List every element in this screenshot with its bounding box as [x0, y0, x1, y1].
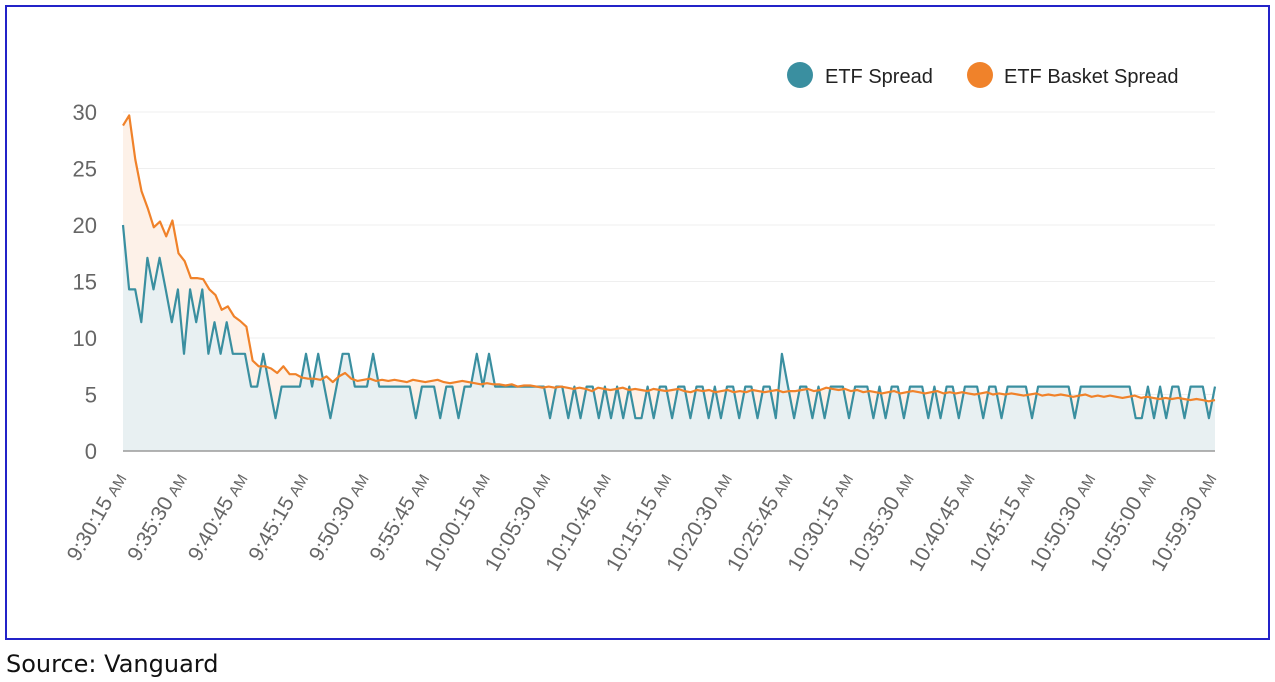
x-tick-time: 10:10:45 [541, 493, 602, 575]
x-tick-time: 10:15:15 [602, 493, 663, 575]
x-tick-time: 9:40:45 [184, 493, 239, 565]
x-tick-suffix: AM [407, 472, 433, 500]
chart-frame [5, 5, 1270, 640]
legend-item-etf-basket-spread[interactable]: ETF Basket Spread [967, 62, 1179, 88]
y-tick-label: 20 [73, 213, 97, 238]
x-tick-suffix: AM [468, 472, 494, 500]
legend-marker-etf-spread [787, 62, 813, 88]
y-tick-label: 10 [73, 326, 97, 351]
line-etf-basket-spread [122, 114, 1216, 403]
x-tick-time: 9:50:30 [305, 493, 360, 565]
source-note: Source: Vanguard [6, 650, 219, 678]
y-tick-label: 25 [73, 157, 97, 182]
x-tick-suffix: AM [952, 472, 978, 500]
x-tick-time: 10:55:00 [1086, 493, 1147, 575]
x-tick-suffix: AM [1073, 472, 1099, 500]
x-tick-suffix: AM [347, 472, 373, 500]
area-etf-spread [123, 225, 1215, 451]
y-tick-label: 5 [85, 383, 97, 408]
x-tick-suffix: AM [649, 472, 675, 500]
x-tick-time: 10:00:15 [420, 493, 481, 575]
x-tick-suffix: AM [771, 472, 797, 500]
x-tick-time: 10:05:30 [481, 493, 542, 575]
legend-marker-etf-basket-spread [967, 62, 993, 88]
legend-item-etf-spread[interactable]: ETF Spread [787, 62, 933, 88]
x-tick-suffix: AM [286, 472, 312, 500]
x-tick-label: 9:40:45AM [184, 469, 253, 565]
x-tick-label: 9:55:45AM [365, 469, 434, 565]
x-tick-time: 9:35:30 [123, 493, 178, 565]
x-tick-time: 10:35:30 [844, 493, 905, 575]
x-tick-suffix: AM [104, 472, 130, 500]
line-etf-spread [121, 224, 1217, 420]
x-tick-time: 9:45:15 [244, 493, 299, 565]
x-tick-label: 9:50:30AM [305, 469, 374, 565]
x-tick-time: 10:25:45 [723, 493, 784, 575]
x-tick-suffix: AM [1134, 472, 1160, 500]
x-tick-time: 9:55:45 [365, 493, 420, 565]
y-axis-ticks: 0 5 10 15 20 25 30 [73, 100, 97, 464]
y-tick-label: 30 [73, 100, 97, 125]
x-tick-suffix: AM [1013, 472, 1039, 500]
area-fills [123, 115, 1215, 452]
x-tick-time: 10:45:15 [965, 493, 1026, 575]
x-tick-time: 10:59:30 [1147, 493, 1208, 575]
x-axis-ticks: 9:30:15AM9:35:30AM9:40:45AM9:45:15AM9:50… [63, 469, 1222, 576]
legend-label-etf-spread: ETF Spread [825, 66, 933, 88]
x-tick-time: 10:50:30 [1026, 493, 1087, 575]
x-tick-label: 9:45:15AM [244, 469, 313, 565]
x-tick-suffix: AM [892, 472, 918, 500]
legend: ETF Spread ETF Basket Spread [787, 62, 1179, 88]
x-tick-suffix: AM [528, 472, 554, 500]
y-tick-label: 0 [85, 439, 97, 464]
legend-label-etf-basket-spread: ETF Basket Spread [1004, 66, 1179, 88]
x-tick-time: 10:20:30 [662, 493, 723, 575]
x-tick-time: 10:40:45 [905, 493, 966, 575]
x-tick-suffix: AM [165, 472, 191, 500]
x-tick-suffix: AM [1194, 472, 1220, 500]
x-tick-label: 9:30:15AM [63, 469, 132, 565]
x-tick-time: 10:30:15 [783, 493, 844, 575]
x-tick-suffix: AM [589, 472, 615, 500]
x-tick-suffix: AM [831, 472, 857, 500]
x-tick-suffix: AM [226, 472, 252, 500]
gridlines [123, 111, 1215, 395]
x-tick-suffix: AM [710, 472, 736, 500]
y-tick-label: 15 [73, 270, 97, 295]
x-tick-label: 9:35:30AM [123, 469, 192, 565]
series-lines [121, 114, 1217, 420]
x-tick-time: 9:30:15 [63, 493, 118, 565]
x-tick-label: 10:59:30AM [1147, 469, 1222, 575]
